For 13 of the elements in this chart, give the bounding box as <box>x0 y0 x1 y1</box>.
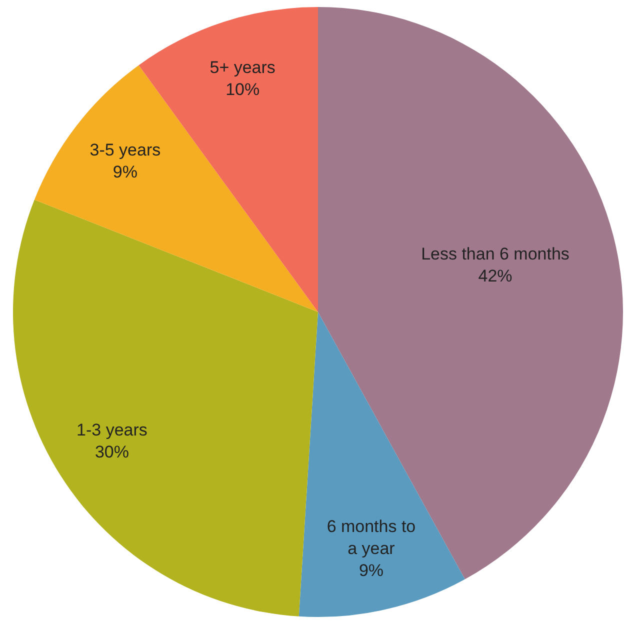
slice-label: Less than 6 months <box>421 244 570 264</box>
pie-slice <box>298 312 465 617</box>
data-label: 30% <box>94 443 129 462</box>
pie-slice <box>13 200 318 616</box>
data-label: 9% <box>112 162 138 182</box>
slice-label: 1-3 years <box>76 421 148 440</box>
data-label: 42% <box>478 266 512 286</box>
data-label: 10% <box>226 80 260 100</box>
pie-slice <box>318 7 622 580</box>
slice-label: 6 months to a year <box>326 518 416 559</box>
data-label: 9% <box>358 562 384 581</box>
slice-label: 3-5 years <box>90 140 161 160</box>
slice-label: 5+ years <box>210 58 276 78</box>
